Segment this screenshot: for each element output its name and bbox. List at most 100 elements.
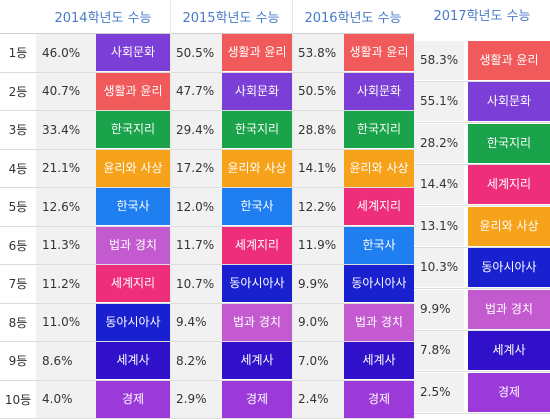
subject-cell: 사회문화 bbox=[344, 72, 414, 111]
percent-cell: 11.9% bbox=[292, 226, 344, 265]
list-item: 7.8% 세계사 bbox=[414, 331, 550, 372]
percent-cell: 9.4% bbox=[170, 303, 222, 342]
percent-cell: 21.1% bbox=[36, 149, 96, 188]
percent-cell: 9.9% bbox=[414, 289, 464, 329]
subject-label: 생활과 윤리 bbox=[468, 40, 550, 80]
percent-cell: 2.5% bbox=[414, 372, 464, 412]
subject-cell: 생활과 윤리 bbox=[222, 33, 292, 73]
subject-cell: 법과 경치 bbox=[344, 303, 414, 342]
list-item: 9.9% 법과 경치 bbox=[414, 289, 550, 331]
subject-cell: 한국사 bbox=[96, 187, 170, 227]
subject-label: 세계지리 bbox=[344, 188, 414, 226]
subject-label: 윤리와 사상 bbox=[344, 149, 414, 187]
percent-cell: 47.7% bbox=[170, 72, 222, 111]
rank-cell: 10등 bbox=[0, 380, 36, 419]
subject-label: 법과 경치 bbox=[222, 303, 292, 341]
subject-label: 세계사 bbox=[96, 342, 170, 380]
percent-cell: 14.1% bbox=[292, 149, 344, 188]
percent-cell: 46.0% bbox=[36, 33, 96, 73]
percent-cell: 29.4% bbox=[170, 110, 222, 150]
subject-label: 세계사 bbox=[344, 342, 414, 380]
subject-label: 윤리와 사상 bbox=[96, 149, 170, 187]
subject-label: 경제 bbox=[96, 380, 170, 418]
subject-cell: 윤리와 사상 bbox=[222, 149, 292, 188]
table-row: 8등 11.0% 동아시아사 9.4% 법과 경치 9.0% 법과 경치 bbox=[0, 303, 414, 342]
subject-label: 생활과 윤리 bbox=[344, 34, 414, 72]
subject-cell: 동아시아사 bbox=[344, 264, 414, 304]
year-header-2016: 2016학년도 수능 bbox=[292, 0, 414, 34]
subject-cell: 경제 bbox=[96, 380, 170, 419]
table-row: 7등 11.2% 세계지리 10.7% 동아시아사 9.9% 동아시아사 bbox=[0, 264, 414, 304]
table-row: 4등 21.1% 윤리와 사상 17.2% 윤리와 사상 14.1% 윤리와 사상 bbox=[0, 149, 414, 188]
subject-cell: 윤리와 사상 bbox=[344, 149, 414, 188]
table-row: 3등 33.4% 한국지리 29.4% 한국지리 28.8% 한국지리 bbox=[0, 110, 414, 150]
percent-cell: 33.4% bbox=[36, 110, 96, 150]
percent-cell: 55.1% bbox=[414, 82, 464, 122]
subject-label: 세계사 bbox=[222, 342, 292, 380]
rank-cell: 9등 bbox=[0, 341, 36, 381]
rank-cell: 4등 bbox=[0, 149, 36, 188]
subject-cell: 법과 경치 bbox=[96, 226, 170, 265]
subject-label: 사회문화 bbox=[344, 72, 414, 110]
year-header-2014: 2014학년도 수능 bbox=[36, 0, 170, 34]
subject-label: 법과 경치 bbox=[468, 289, 550, 329]
subject-label: 세계사 bbox=[468, 331, 550, 371]
percent-cell: 14.4% bbox=[414, 165, 464, 205]
subject-cell: 생활과 윤리 bbox=[344, 33, 414, 73]
list-item: 14.4% 세계지리 bbox=[414, 165, 550, 206]
rank-cell: 2등 bbox=[0, 72, 36, 111]
percent-cell: 12.0% bbox=[170, 187, 222, 227]
subject-label: 세계지리 bbox=[96, 265, 170, 303]
table-row: 6등 11.3% 법과 경치 11.7% 세계지리 11.9% 한국사 bbox=[0, 226, 414, 265]
year-2017-rows: 58.3% 생활과 윤리 55.1% 사회문화 28.2% 한국지리 14.4% 세계지리 13… bbox=[414, 40, 550, 414]
rank-cell: 5등 bbox=[0, 187, 36, 227]
subject-label: 한국사 bbox=[222, 188, 292, 226]
percent-cell: 12.2% bbox=[292, 187, 344, 227]
table-row: 2등 40.7% 생활과 윤리 47.7% 사회문화 50.5% 사회문화 bbox=[0, 72, 414, 111]
list-item: 2.5% 경제 bbox=[414, 372, 550, 414]
rank-cell: 3등 bbox=[0, 110, 36, 150]
percent-cell: 13.1% bbox=[414, 206, 464, 246]
subject-cell: 한국사 bbox=[344, 226, 414, 265]
subject-cell: 세계지리 bbox=[96, 264, 170, 304]
subject-cell: 윤리와 사상 bbox=[96, 149, 170, 188]
subject-label: 세계지리 bbox=[222, 226, 292, 264]
subject-cell: 동아시아사 bbox=[96, 303, 170, 342]
percent-cell: 2.4% bbox=[292, 380, 344, 419]
subject-label: 한국지리 bbox=[222, 111, 292, 149]
percent-cell: 8.2% bbox=[170, 341, 222, 381]
table-row: 1등 46.0% 사회문화 50.5% 생활과 윤리 53.8% 생활과 윤리 bbox=[0, 33, 414, 73]
percent-cell: 12.6% bbox=[36, 187, 96, 227]
percent-cell: 11.7% bbox=[170, 226, 222, 265]
table-header-row: 2014학년도 수능 2015학년도 수능 2016학년도 수능 bbox=[0, 0, 414, 34]
subject-cell: 세계지리 bbox=[344, 187, 414, 227]
subject-label: 생활과 윤리 bbox=[222, 34, 292, 72]
subject-label: 법과 경치 bbox=[344, 303, 414, 341]
ranking-table: 2014학년도 수능 2015학년도 수능 2016학년도 수능 1등 46.0%… bbox=[0, 0, 414, 419]
subject-label: 윤리와 사상 bbox=[468, 206, 550, 246]
subject-label: 한국사 bbox=[96, 188, 170, 226]
subject-cell: 세계지리 bbox=[222, 226, 292, 265]
subject-label: 경제 bbox=[468, 372, 550, 412]
subject-cell: 경제 bbox=[222, 380, 292, 419]
table-row: 10등 4.0% 경제 2.9% 경제 2.4% 경제 bbox=[0, 380, 414, 419]
subject-cell: 경제 bbox=[344, 380, 414, 419]
subject-label: 법과 경치 bbox=[96, 226, 170, 264]
subject-label: 동아시아사 bbox=[222, 265, 292, 303]
subject-label: 사회문화 bbox=[222, 72, 292, 110]
percent-cell: 28.2% bbox=[414, 123, 464, 163]
subject-cell: 사회문화 bbox=[222, 72, 292, 111]
rank-header bbox=[0, 0, 36, 34]
percent-cell: 53.8% bbox=[292, 33, 344, 73]
subject-label: 한국지리 bbox=[96, 111, 170, 149]
percent-cell: 50.5% bbox=[292, 72, 344, 111]
percent-cell: 7.8% bbox=[414, 331, 464, 371]
percent-cell: 8.6% bbox=[36, 341, 96, 381]
percent-cell: 4.0% bbox=[36, 380, 96, 419]
percent-cell: 50.5% bbox=[170, 33, 222, 73]
subject-label: 한국지리 bbox=[468, 123, 550, 163]
rank-cell: 6등 bbox=[0, 226, 36, 265]
list-item: 10.3% 동아시아사 bbox=[414, 248, 550, 289]
subject-label: 사회문화 bbox=[96, 34, 170, 72]
subject-cell: 사회문화 bbox=[96, 33, 170, 73]
